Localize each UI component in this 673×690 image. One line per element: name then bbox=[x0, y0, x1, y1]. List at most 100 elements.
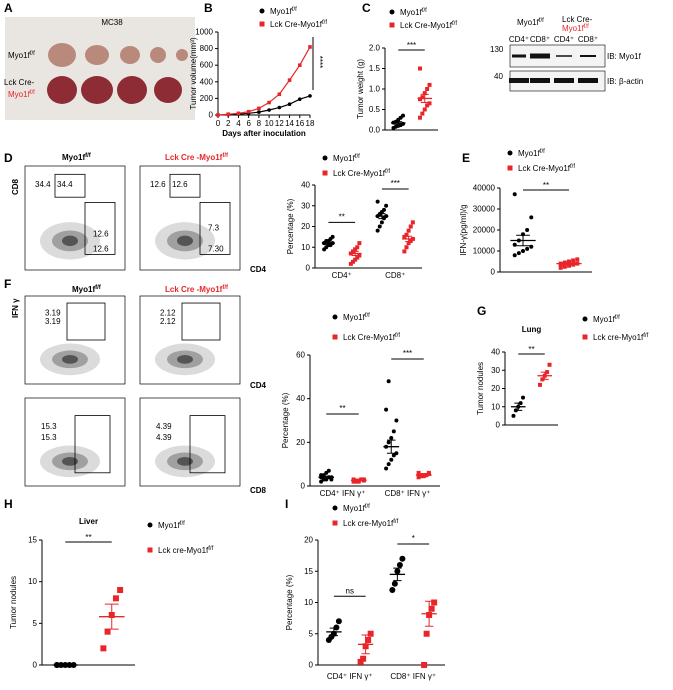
band-label: IB: Myo1f bbox=[607, 52, 642, 61]
data-point bbox=[257, 110, 261, 114]
error-bar bbox=[420, 93, 429, 104]
data-point bbox=[401, 113, 406, 118]
blot-group-base: Myo1f bbox=[562, 24, 585, 33]
flow-gate bbox=[74, 415, 111, 474]
data-point bbox=[389, 435, 394, 440]
gate-value: 12.6 bbox=[150, 180, 166, 189]
error-bar bbox=[324, 241, 332, 245]
significance: *** bbox=[407, 41, 416, 50]
x-tick-label: CD4⁺ IFN γ⁺ bbox=[327, 672, 373, 681]
legend-label-sup: f/f bbox=[395, 333, 400, 339]
error-bar bbox=[540, 371, 549, 380]
gate-value: 12.6 bbox=[172, 180, 188, 189]
legend-label-sup: f/f bbox=[540, 149, 545, 155]
x-tick-label: 12 bbox=[275, 119, 284, 128]
gate-value: 3.19 bbox=[45, 317, 61, 326]
y-axis-label: Tumor nodules bbox=[9, 576, 18, 629]
band bbox=[512, 54, 526, 58]
legend-label: Lck cre-Myo1ff/f bbox=[343, 519, 399, 528]
data-point bbox=[356, 479, 361, 484]
y-tick-label: 400 bbox=[200, 77, 214, 86]
data-point bbox=[512, 192, 517, 197]
data-point bbox=[394, 451, 399, 456]
legend-label: Myo1ff/f bbox=[343, 504, 370, 513]
legend-label-base: Myo1f bbox=[270, 7, 293, 16]
data-point bbox=[147, 522, 153, 528]
data-point bbox=[417, 97, 422, 102]
y-tick-label: 30000 bbox=[473, 205, 496, 214]
data-point bbox=[582, 316, 588, 322]
data-point bbox=[100, 645, 107, 652]
legend-label-base: Lck Cre-Myo1f bbox=[518, 164, 571, 173]
flow-title-sup: f/f bbox=[222, 153, 229, 159]
panel-label: A bbox=[4, 1, 13, 15]
data-point bbox=[567, 263, 571, 268]
legend-label-sup: f/f bbox=[385, 169, 390, 175]
data-point bbox=[431, 599, 438, 606]
data-point bbox=[377, 224, 382, 229]
error-bar bbox=[516, 234, 530, 247]
blot-group: Myo1ff/f bbox=[517, 18, 544, 27]
data-point bbox=[512, 242, 517, 247]
data-point bbox=[408, 239, 413, 244]
data-point bbox=[416, 470, 421, 475]
y-axis-label: Tumor nodules bbox=[476, 362, 485, 415]
data-point bbox=[420, 111, 425, 116]
data-point bbox=[399, 555, 406, 562]
gate-value: 7.3 bbox=[208, 223, 220, 232]
band bbox=[530, 78, 550, 83]
y-tick-label: 0 bbox=[309, 661, 314, 670]
tumor bbox=[150, 47, 166, 63]
row-label-base: Myo1f bbox=[8, 51, 31, 60]
flow-title: Lck Cre -Myo1ff/f bbox=[165, 153, 229, 162]
y-tick-label: 10 bbox=[28, 577, 37, 586]
flow-density bbox=[177, 456, 193, 466]
data-point bbox=[422, 107, 427, 112]
data-point bbox=[421, 662, 428, 668]
y-tick-label: 0 bbox=[496, 421, 501, 430]
y-axis-label: Tumor weight (g) bbox=[356, 59, 365, 120]
panel-label: C bbox=[362, 1, 371, 15]
y-axis-label: Percentage (%) bbox=[286, 198, 295, 254]
row-label: Lck Cre- bbox=[4, 78, 35, 87]
flow-title-sup: f/f bbox=[222, 285, 229, 291]
x-tick-label: 4 bbox=[236, 119, 241, 128]
data-point bbox=[375, 228, 380, 233]
data-point bbox=[425, 87, 430, 91]
data-point bbox=[396, 562, 403, 568]
legend-label-sup: f/f bbox=[180, 521, 185, 527]
x-axis-label: Days after inoculation bbox=[222, 129, 306, 138]
data-point bbox=[332, 520, 338, 526]
tumor bbox=[176, 49, 188, 61]
mw-marker: 130 bbox=[490, 45, 504, 54]
tumor bbox=[48, 43, 76, 67]
y-tick-label: 40 bbox=[301, 181, 310, 190]
flow-axis: CD8 bbox=[250, 486, 267, 495]
y-axis-label: Percentage (%) bbox=[281, 392, 290, 448]
legend-label-base: Lck Cre-Myo1f bbox=[343, 333, 396, 342]
data-point bbox=[259, 8, 265, 14]
flow-gate bbox=[84, 201, 116, 255]
y-tick-label: 10000 bbox=[473, 247, 496, 256]
x-tick-label: 10 bbox=[265, 119, 274, 128]
flow-density bbox=[62, 456, 78, 466]
lane-label: CD8⁺ bbox=[530, 35, 550, 44]
data-point bbox=[426, 470, 431, 475]
gate-value: 3.19 bbox=[45, 308, 61, 317]
data-point bbox=[425, 103, 430, 108]
data-point bbox=[326, 468, 331, 473]
chart-title: Lung bbox=[522, 325, 542, 334]
x-tick-label: CD8⁺ bbox=[385, 271, 405, 280]
flow-axis: CD8 bbox=[11, 178, 20, 195]
legend-label: Lck Cre-Myo1ff/f bbox=[343, 333, 400, 342]
flow-gate bbox=[66, 302, 106, 341]
data-point bbox=[330, 234, 335, 239]
y-tick-label: 0.0 bbox=[369, 126, 381, 135]
legend-label-sup: f/f bbox=[355, 154, 360, 160]
legend-label-sup: f/f bbox=[422, 8, 427, 14]
y-tick-label: 0 bbox=[491, 268, 496, 277]
legend-label-base: Lck Cre-Myo1f bbox=[270, 20, 323, 29]
gate-value: 2.12 bbox=[160, 308, 176, 317]
legend-label-sup: f/f bbox=[365, 504, 370, 510]
data-point bbox=[512, 253, 517, 258]
